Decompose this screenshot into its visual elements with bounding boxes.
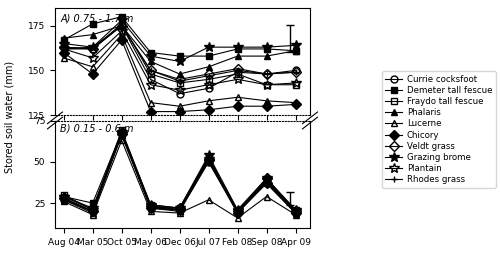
- Text: A) 0.75 - 1.7 m: A) 0.75 - 1.7 m: [60, 13, 134, 23]
- Text: B) 0.15 - 0.6 m: B) 0.15 - 0.6 m: [60, 124, 134, 134]
- Legend: Currie cocksfoot, Demeter tall fescue, Fraydo tall fescue, Phalaris, Lucerne, Ch: Currie cocksfoot, Demeter tall fescue, F…: [382, 71, 496, 188]
- Text: Stored soil water (mm): Stored soil water (mm): [5, 61, 15, 172]
